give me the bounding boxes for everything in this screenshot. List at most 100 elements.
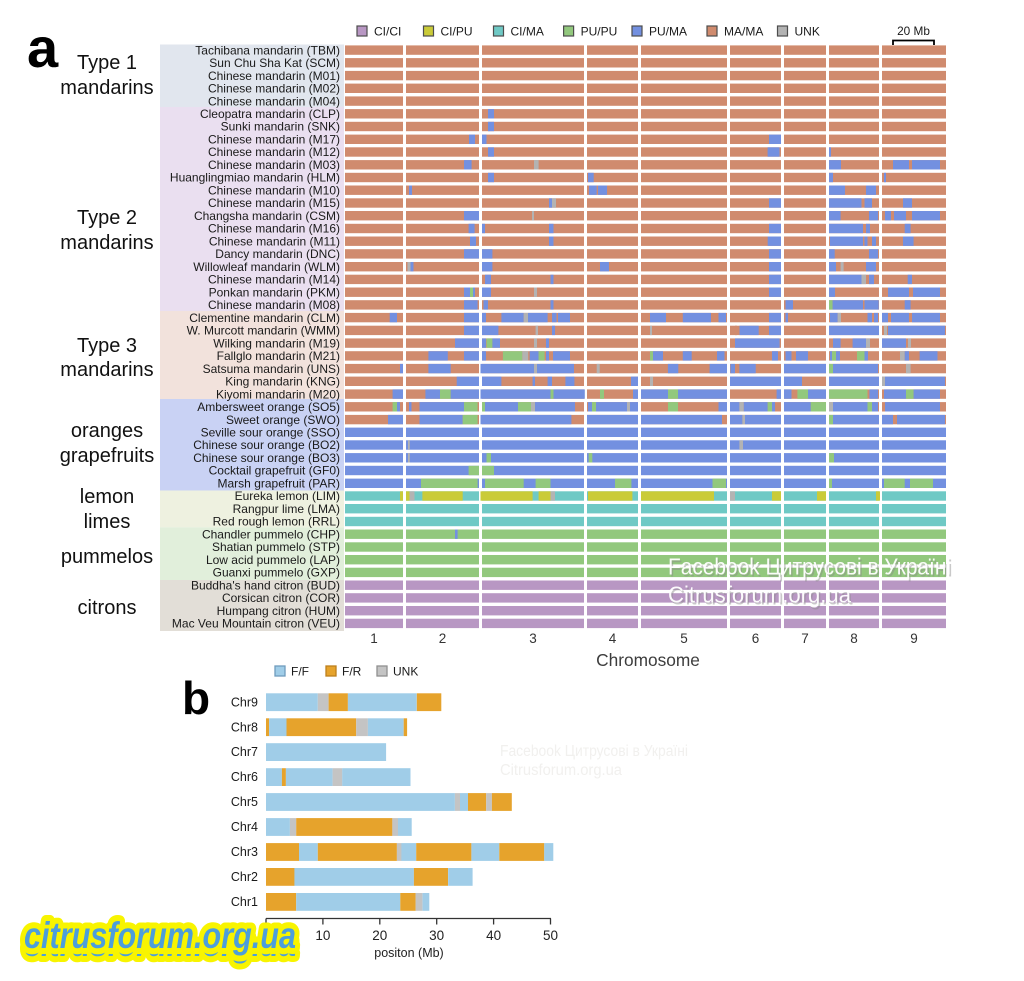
svg-text:Corsican citron (COR): Corsican citron (COR)	[222, 591, 340, 605]
svg-text:Facebook Цитрусові в Україні: Facebook Цитрусові в Україні	[668, 554, 951, 580]
svg-text:Chinese mandarin (M08): Chinese mandarin (M08)	[208, 298, 340, 312]
svg-text:mandarins: mandarins	[60, 77, 153, 99]
svg-text:Chr3: Chr3	[231, 845, 258, 859]
svg-text:F/R: F/R	[342, 665, 362, 679]
svg-text:Chinese mandarin (M03): Chinese mandarin (M03)	[208, 158, 340, 172]
svg-text:citrons: citrons	[78, 597, 137, 619]
svg-text:PU/PU: PU/PU	[581, 25, 618, 39]
svg-text:Clementine mandarin (CLM): Clementine mandarin (CLM)	[189, 311, 340, 325]
svg-text:Fallglo mandarin (M21): Fallglo mandarin (M21)	[217, 349, 340, 363]
svg-text:Chr1: Chr1	[231, 895, 258, 909]
svg-text:20: 20	[372, 928, 387, 943]
svg-text:Sunki mandarin (SNK): Sunki mandarin (SNK)	[221, 120, 340, 134]
svg-text:CI/CI: CI/CI	[374, 25, 401, 39]
svg-text:6: 6	[752, 631, 760, 646]
svg-text:Buddha's hand citron (BUD): Buddha's hand citron (BUD)	[191, 578, 340, 592]
svg-text:Ambersweet orange (SO5): Ambersweet orange (SO5)	[197, 400, 340, 414]
svg-text:Cocktail grapefruit (GF0): Cocktail grapefruit (GF0)	[209, 464, 340, 478]
svg-text:pummelos: pummelos	[61, 546, 153, 568]
svg-text:Type 2: Type 2	[77, 207, 137, 229]
svg-text:2: 2	[439, 631, 447, 646]
svg-text:Red rough lemon (RRL): Red rough lemon (RRL)	[213, 515, 340, 529]
svg-text:Huanglingmiao mandarin (HLM): Huanglingmiao mandarin (HLM)	[170, 171, 340, 185]
svg-text:Eureka lemon (LIM): Eureka lemon (LIM)	[235, 489, 340, 503]
svg-text:Chinese sour orange (BO2): Chinese sour orange (BO2)	[193, 438, 340, 452]
svg-text:Mac Veu Mountain citron (VEU): Mac Veu Mountain citron (VEU)	[172, 617, 340, 631]
svg-text:Chr2: Chr2	[231, 870, 258, 884]
svg-text:4: 4	[609, 631, 617, 646]
svg-text:Dancy mandarin (DNC): Dancy mandarin (DNC)	[215, 247, 340, 261]
svg-text:Wilking mandarin (M19): Wilking mandarin (M19)	[213, 336, 340, 350]
svg-text:Willowleaf mandarin (WLM): Willowleaf mandarin (WLM)	[193, 260, 340, 274]
svg-text:citrusforum.org.ua: citrusforum.org.ua	[24, 923, 296, 964]
svg-text:Citrusforum.org.ua: Citrusforum.org.ua	[670, 584, 853, 610]
svg-text:grapefruits: grapefruits	[60, 445, 155, 467]
svg-text:lemon: lemon	[80, 486, 134, 508]
svg-text:UNK: UNK	[795, 25, 820, 39]
svg-text:1: 1	[370, 631, 378, 646]
svg-text:Citrusforum.org.ua: Citrusforum.org.ua	[668, 582, 851, 608]
svg-text:3: 3	[529, 631, 537, 646]
svg-text:Chinese mandarin (M16): Chinese mandarin (M16)	[208, 222, 340, 236]
svg-text:10: 10	[315, 928, 330, 943]
svg-text:CI/PU: CI/PU	[441, 25, 473, 39]
svg-text:Ponkan mandarin (PKM): Ponkan mandarin (PKM)	[209, 285, 340, 299]
svg-text:5: 5	[680, 631, 688, 646]
svg-text:50: 50	[543, 928, 558, 943]
svg-text:Tachibana mandarin (TBM): Tachibana mandarin (TBM)	[195, 43, 340, 57]
svg-text:Citrusforum.org.ua: Citrusforum.org.ua	[500, 762, 622, 779]
svg-text:Chr9: Chr9	[231, 695, 258, 709]
svg-text:8: 8	[850, 631, 858, 646]
svg-text:Chr8: Chr8	[231, 720, 258, 734]
svg-text:9: 9	[910, 631, 918, 646]
svg-text:Chinese mandarin (M10): Chinese mandarin (M10)	[208, 183, 340, 197]
svg-text:Chinese mandarin (M15): Chinese mandarin (M15)	[208, 196, 340, 210]
svg-text:Chr4: Chr4	[231, 820, 258, 834]
svg-text:W. Murcott mandarin (WMM): W. Murcott mandarin (WMM)	[187, 324, 340, 338]
svg-text:Guanxi pummelo (GXP): Guanxi pummelo (GXP)	[213, 566, 340, 580]
svg-text:Cleopatra mandarin (CLP): Cleopatra mandarin (CLP)	[200, 107, 340, 121]
svg-text:F/F: F/F	[291, 665, 309, 679]
svg-text:Rangpur lime (LMA): Rangpur lime (LMA)	[233, 502, 340, 516]
svg-text:limes: limes	[84, 511, 131, 533]
svg-text:Chinese mandarin (M01): Chinese mandarin (M01)	[208, 69, 340, 83]
svg-text:Facebook Цитрусові в Україні: Facebook Цитрусові в Україні	[670, 556, 953, 582]
svg-text:citrusforum.org.ua: citrusforum.org.ua	[24, 915, 296, 956]
svg-text:Low acid pummelo (LAP): Low acid pummelo (LAP)	[206, 553, 340, 567]
svg-text:mandarins: mandarins	[60, 232, 153, 254]
svg-text:UNK: UNK	[393, 665, 418, 679]
svg-text:b: b	[182, 672, 210, 724]
svg-text:Chinese mandarin (M17): Chinese mandarin (M17)	[208, 133, 340, 147]
svg-text:7: 7	[801, 631, 809, 646]
svg-text:Chandler pummelo (CHP): Chandler pummelo (CHP)	[202, 527, 340, 541]
svg-text:Chinese mandarin (M11): Chinese mandarin (M11)	[209, 234, 340, 248]
svg-text:Kiyomi mandarin (M20): Kiyomi mandarin (M20)	[216, 387, 340, 401]
svg-text:Type 1: Type 1	[77, 52, 137, 74]
svg-text:positon (Mb): positon (Mb)	[374, 946, 443, 960]
svg-text:Changsha mandarin (CSM): Changsha mandarin (CSM)	[194, 209, 340, 223]
svg-text:Chinese mandarin (M02): Chinese mandarin (M02)	[208, 82, 340, 96]
svg-text:30: 30	[429, 928, 444, 943]
svg-text:40: 40	[486, 928, 501, 943]
svg-text:Sweet orange (SWO): Sweet orange (SWO)	[226, 413, 340, 427]
svg-text:CI/MA: CI/MA	[511, 25, 544, 39]
svg-text:a: a	[27, 16, 59, 79]
svg-text:oranges: oranges	[71, 420, 143, 442]
svg-text:Chromosome: Chromosome	[596, 650, 700, 670]
svg-text:Chinese mandarin (M14): Chinese mandarin (M14)	[208, 273, 340, 287]
svg-text:Chinese mandarin (M12): Chinese mandarin (M12)	[208, 145, 340, 159]
svg-text:Humpang citron (HUM): Humpang citron (HUM)	[217, 604, 340, 618]
svg-text:Chinese mandarin (M04): Chinese mandarin (M04)	[208, 94, 340, 108]
svg-text:Sun Chu Sha Kat (SCM): Sun Chu Sha Kat (SCM)	[209, 56, 340, 70]
svg-text:King mandarin (KNG): King mandarin (KNG)	[225, 375, 340, 389]
svg-text:20 Mb: 20 Mb	[897, 24, 930, 38]
svg-text:PU/MA: PU/MA	[649, 25, 687, 39]
svg-text:Marsh grapefruit (PAR): Marsh grapefruit (PAR)	[218, 477, 340, 491]
svg-text:Type 3: Type 3	[77, 335, 137, 357]
svg-text:Chr7: Chr7	[231, 745, 258, 759]
svg-text:Shatian pummelo (STP): Shatian pummelo (STP)	[212, 540, 340, 554]
svg-text:MA/MA: MA/MA	[724, 25, 763, 39]
svg-text:Chr5: Chr5	[231, 795, 258, 809]
svg-text:Seville sour orange (SSO): Seville sour orange (SSO)	[201, 426, 340, 440]
svg-text:Chr6: Chr6	[231, 770, 258, 784]
